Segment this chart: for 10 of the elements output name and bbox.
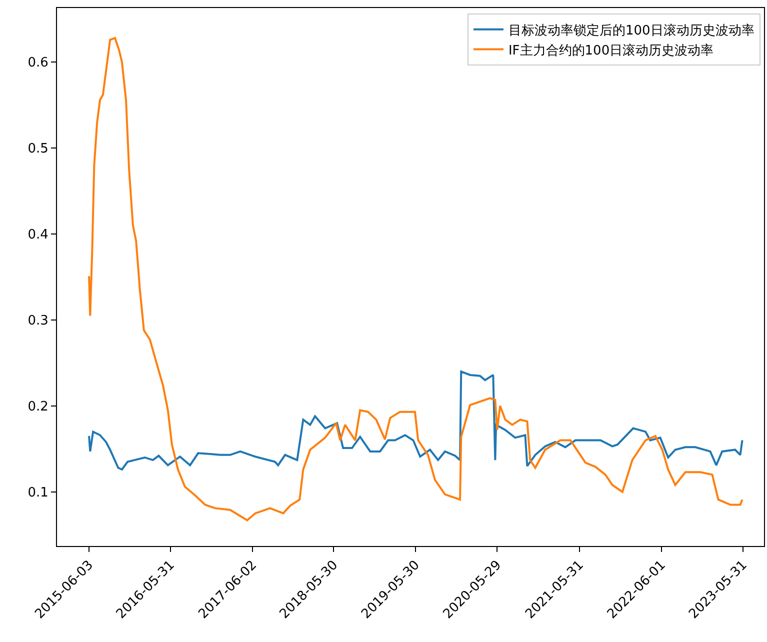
y-tick-label: 0.6 [28, 56, 48, 71]
legend-label: IF主力合约的100日滚动历史波动率 [508, 42, 714, 58]
line-series [88, 37, 744, 522]
y-tick-label: 0.5 [28, 142, 48, 157]
legend-label: 目标波动率锁定后的100日滚动历史波动率 [508, 22, 754, 38]
line-series [88, 370, 744, 471]
y-tick-label: 0.2 [28, 399, 48, 414]
y-tick-label: 0.4 [28, 228, 48, 243]
y-tick-label: 0.3 [28, 314, 48, 329]
y-tick-label: 0.1 [28, 485, 48, 500]
